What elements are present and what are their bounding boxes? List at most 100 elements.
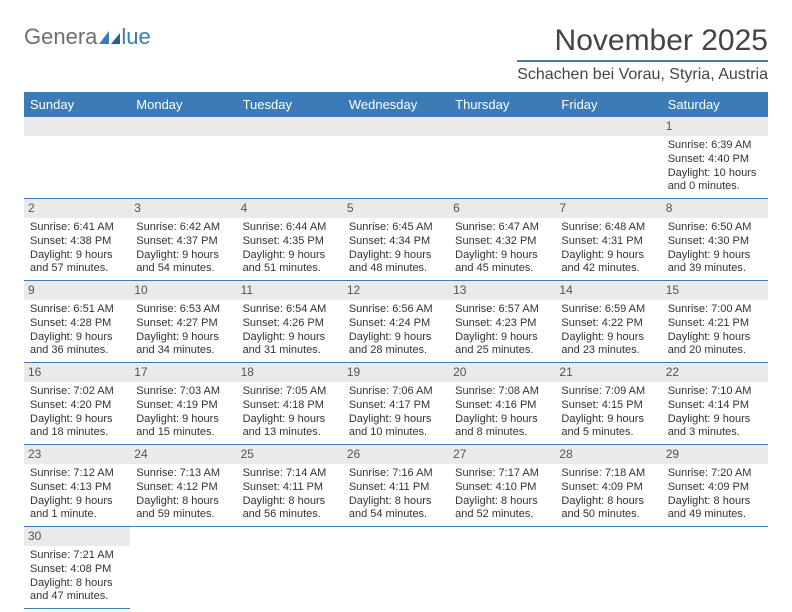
- day-number: 14: [555, 281, 661, 300]
- dayname-2: Tuesday: [237, 92, 343, 117]
- day-detail: Sunrise: 6:45 AM: [349, 221, 443, 235]
- day-number: 5: [343, 199, 449, 218]
- month-title: November 2025: [517, 24, 768, 58]
- calendar-head: SundayMondayTuesdayWednesdayThursdayFrid…: [24, 92, 768, 117]
- calendar-cell: [343, 117, 449, 199]
- calendar: SundayMondayTuesdayWednesdayThursdayFrid…: [24, 92, 768, 609]
- day-detail: Sunset: 4:27 PM: [136, 317, 230, 331]
- day-detail: Daylight: 9 hours and 45 minutes.: [455, 249, 549, 277]
- day-detail: Sunset: 4:32 PM: [455, 235, 549, 249]
- day-detail: Sunset: 4:20 PM: [30, 399, 124, 413]
- calendar-cell: [24, 117, 130, 199]
- day-number: 10: [130, 281, 236, 300]
- calendar-cell: 20Sunrise: 7:08 AMSunset: 4:16 PMDayligh…: [449, 363, 555, 445]
- day-detail: Sunrise: 6:57 AM: [455, 303, 549, 317]
- day-detail: Sunrise: 7:12 AM: [30, 467, 124, 481]
- day-detail: Daylight: 9 hours and 3 minutes.: [668, 413, 762, 441]
- day-detail: Daylight: 9 hours and 8 minutes.: [455, 413, 549, 441]
- day-number: 1: [662, 117, 768, 136]
- calendar-cell: [555, 117, 661, 199]
- calendar-cell: 6Sunrise: 6:47 AMSunset: 4:32 PMDaylight…: [449, 199, 555, 281]
- day-number: 24: [130, 445, 236, 464]
- day-detail: Daylight: 9 hours and 31 minutes.: [243, 331, 337, 359]
- day-number: 27: [449, 445, 555, 464]
- title-block: November 2025 Schachen bei Vorau, Styria…: [517, 24, 768, 84]
- calendar-cell: 19Sunrise: 7:06 AMSunset: 4:17 PMDayligh…: [343, 363, 449, 445]
- brand-general: Genera: [24, 24, 97, 50]
- day-detail: Sunset: 4:28 PM: [30, 317, 124, 331]
- calendar-cell: 22Sunrise: 7:10 AMSunset: 4:14 PMDayligh…: [662, 363, 768, 445]
- calendar-cell: 21Sunrise: 7:09 AMSunset: 4:15 PMDayligh…: [555, 363, 661, 445]
- calendar-cell: 1Sunrise: 6:39 AMSunset: 4:40 PMDaylight…: [662, 117, 768, 199]
- day-detail: Sunset: 4:11 PM: [243, 481, 337, 495]
- day-number: 18: [237, 363, 343, 382]
- day-detail: Daylight: 8 hours and 56 minutes.: [243, 495, 337, 523]
- day-detail: Sunset: 4:26 PM: [243, 317, 337, 331]
- day-detail: Sunset: 4:08 PM: [30, 563, 124, 577]
- day-detail: Daylight: 9 hours and 57 minutes.: [30, 249, 124, 277]
- day-detail: Daylight: 9 hours and 28 minutes.: [349, 331, 443, 359]
- calendar-cell: 15Sunrise: 7:00 AMSunset: 4:21 PMDayligh…: [662, 281, 768, 363]
- day-detail: Sunrise: 7:06 AM: [349, 385, 443, 399]
- dayname-0: Sunday: [24, 92, 130, 117]
- dayname-4: Thursday: [449, 92, 555, 117]
- calendar-cell: 2Sunrise: 6:41 AMSunset: 4:38 PMDaylight…: [24, 199, 130, 281]
- header: Genera lue November 2025 Schachen bei Vo…: [24, 24, 768, 84]
- brand-logo: Genera lue: [24, 24, 151, 50]
- day-detail: Sunrise: 7:08 AM: [455, 385, 549, 399]
- calendar-cell: 30 Sunrise: 7:21 AMSunset: 4:08 PMDayligh…: [24, 527, 130, 609]
- day-detail: Sunset: 4:10 PM: [455, 481, 549, 495]
- brand-blue: lue: [121, 24, 150, 50]
- calendar-cell: 4Sunrise: 6:44 AMSunset: 4:35 PMDaylight…: [237, 199, 343, 281]
- day-detail: Sunset: 4:37 PM: [136, 235, 230, 249]
- day-detail: Sunset: 4:22 PM: [561, 317, 655, 331]
- day-number: 22: [662, 363, 768, 382]
- calendar-cell: [449, 527, 555, 609]
- day-detail: Sunrise: 6:47 AM: [455, 221, 549, 235]
- day-number: 30: [24, 527, 130, 546]
- calendar-cell: 17Sunrise: 7:03 AMSunset: 4:19 PMDayligh…: [130, 363, 236, 445]
- calendar-cell: 11Sunrise: 6:54 AMSunset: 4:26 PMDayligh…: [237, 281, 343, 363]
- day-detail: Sunset: 4:13 PM: [30, 481, 124, 495]
- day-detail: Sunrise: 7:20 AM: [668, 467, 762, 481]
- day-detail: Sunrise: 7:16 AM: [349, 467, 443, 481]
- day-number: 11: [237, 281, 343, 300]
- day-detail: Daylight: 9 hours and 20 minutes.: [668, 331, 762, 359]
- day-detail: Daylight: 8 hours and 47 minutes.: [30, 577, 124, 605]
- day-detail: Sunrise: 6:42 AM: [136, 221, 230, 235]
- calendar-cell: 26Sunrise: 7:16 AMSunset: 4:11 PMDayligh…: [343, 445, 449, 527]
- day-detail: Daylight: 9 hours and 39 minutes.: [668, 249, 762, 277]
- day-detail: Sunrise: 6:48 AM: [561, 221, 655, 235]
- calendar-cell: 10Sunrise: 6:53 AMSunset: 4:27 PMDayligh…: [130, 281, 236, 363]
- day-detail: Daylight: 9 hours and 36 minutes.: [30, 331, 124, 359]
- day-detail: Sunrise: 7:17 AM: [455, 467, 549, 481]
- day-number: 4: [237, 199, 343, 218]
- day-detail: Sunrise: 7:13 AM: [136, 467, 230, 481]
- calendar-cell: 8Sunrise: 6:50 AMSunset: 4:30 PMDaylight…: [662, 199, 768, 281]
- calendar-cell: [555, 527, 661, 609]
- day-number: 2: [24, 199, 130, 218]
- day-detail: Sunset: 4:14 PM: [668, 399, 762, 413]
- day-detail: Daylight: 10 hours and 0 minutes.: [668, 167, 762, 195]
- day-detail: Sunset: 4:30 PM: [668, 235, 762, 249]
- day-detail: Sunset: 4:38 PM: [30, 235, 124, 249]
- day-detail: Sunrise: 6:39 AM: [668, 139, 762, 153]
- day-detail: Sunrise: 6:56 AM: [349, 303, 443, 317]
- day-detail: Sunset: 4:34 PM: [349, 235, 443, 249]
- day-detail: Sunrise: 7:02 AM: [30, 385, 124, 399]
- calendar-cell: 18Sunrise: 7:05 AMSunset: 4:18 PMDayligh…: [237, 363, 343, 445]
- day-detail: Daylight: 9 hours and 13 minutes.: [243, 413, 337, 441]
- day-number: 25: [237, 445, 343, 464]
- day-detail: Sunset: 4:21 PM: [668, 317, 762, 331]
- calendar-cell: 12Sunrise: 6:56 AMSunset: 4:24 PMDayligh…: [343, 281, 449, 363]
- day-detail: Daylight: 9 hours and 48 minutes.: [349, 249, 443, 277]
- day-detail: Sunrise: 7:21 AM: [30, 549, 124, 563]
- day-detail: Sunrise: 7:03 AM: [136, 385, 230, 399]
- brand-sail-icon: [99, 30, 121, 44]
- day-detail: Sunset: 4:11 PM: [349, 481, 443, 495]
- calendar-cell: 23Sunrise: 7:12 AMSunset: 4:13 PMDayligh…: [24, 445, 130, 527]
- day-number: 21: [555, 363, 661, 382]
- day-number: 15: [662, 281, 768, 300]
- calendar-cell: 28Sunrise: 7:18 AMSunset: 4:09 PMDayligh…: [555, 445, 661, 527]
- day-detail: Sunset: 4:12 PM: [136, 481, 230, 495]
